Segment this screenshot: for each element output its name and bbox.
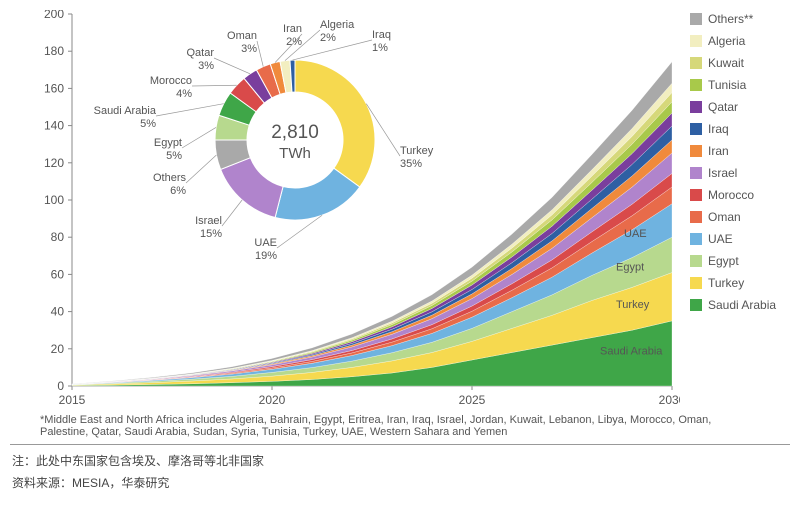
svg-text:3%: 3%: [198, 60, 214, 72]
svg-text:TWh: TWh: [279, 145, 311, 162]
legend-item: Saudi Arabia: [690, 298, 790, 312]
svg-text:Israel: Israel: [195, 215, 222, 227]
svg-text:Saudi Arabia: Saudi Arabia: [600, 345, 663, 357]
svg-text:160: 160: [44, 81, 64, 95]
legend-item: UAE: [690, 232, 790, 246]
svg-text:100: 100: [44, 193, 64, 207]
legend-label: Iran: [708, 144, 729, 158]
svg-text:140: 140: [44, 119, 64, 133]
stacked-area-chart: 0 20 40 60 80 100 120 140 160 180 200 2015 2020 2025 2…: [40, 10, 680, 410]
svg-text:Oman: Oman: [227, 30, 257, 42]
svg-text:4%: 4%: [176, 88, 192, 100]
divider: [10, 444, 790, 445]
legend-item: Morocco: [690, 188, 790, 202]
svg-text:Morocco: Morocco: [150, 75, 192, 87]
legend-label: Algeria: [708, 34, 745, 48]
legend-item: Qatar: [690, 100, 790, 114]
legend-label: Turkey: [708, 276, 744, 290]
svg-text:20: 20: [51, 342, 65, 356]
legend-item: Algeria: [690, 34, 790, 48]
svg-text:UAE: UAE: [254, 237, 277, 249]
legend-swatch: [690, 233, 702, 245]
legend-item: Turkey: [690, 276, 790, 290]
svg-text:2025: 2025: [459, 393, 486, 407]
legend-item: Israel: [690, 166, 790, 180]
svg-text:5%: 5%: [140, 118, 156, 130]
svg-text:UAE: UAE: [624, 228, 647, 240]
svg-text:2%: 2%: [286, 36, 302, 48]
legend-label: Others**: [708, 12, 753, 26]
legend: Others** Algeria Kuwait Tunisia Qatar Iraq Ira…: [690, 12, 790, 320]
legend-swatch: [690, 13, 702, 25]
legend-swatch: [690, 57, 702, 69]
svg-text:180: 180: [44, 44, 64, 58]
svg-text:15%: 15%: [200, 228, 222, 240]
legend-label: Qatar: [708, 100, 738, 114]
legend-label: Saudi Arabia: [708, 298, 776, 312]
svg-text:2,810: 2,810: [271, 122, 319, 143]
svg-text:Qatar: Qatar: [186, 47, 214, 59]
svg-text:80: 80: [51, 230, 65, 244]
legend-label: Tunisia: [708, 78, 746, 92]
svg-text:Saudi Arabia: Saudi Arabia: [94, 105, 157, 117]
svg-text:40: 40: [51, 305, 65, 319]
legend-label: Israel: [708, 166, 737, 180]
svg-text:Turkey: Turkey: [400, 145, 434, 157]
svg-text:1%: 1%: [372, 42, 388, 54]
legend-label: UAE: [708, 232, 733, 246]
svg-text:120: 120: [44, 156, 64, 170]
chinese-note-1: 注：此处中东国家包含埃及、摩洛哥等北非国家: [12, 452, 264, 469]
svg-text:Iran: Iran: [283, 23, 302, 35]
svg-text:2020: 2020: [259, 393, 286, 407]
legend-item: Iraq: [690, 122, 790, 136]
svg-text:200: 200: [44, 10, 64, 21]
legend-swatch: [690, 79, 702, 91]
svg-text:6%: 6%: [170, 185, 186, 197]
legend-label: Iraq: [708, 122, 729, 136]
legend-swatch: [690, 255, 702, 267]
legend-label: Egypt: [708, 254, 739, 268]
legend-item: Oman: [690, 210, 790, 224]
legend-swatch: [690, 299, 702, 311]
footnote: *Middle East and North Africa includes A…: [40, 414, 760, 438]
svg-text:5%: 5%: [166, 150, 182, 162]
svg-text:2%: 2%: [320, 32, 336, 44]
svg-text:Turkey: Turkey: [616, 299, 650, 311]
svg-text:3%: 3%: [241, 43, 257, 55]
svg-text:Egypt: Egypt: [154, 137, 182, 149]
svg-text:0: 0: [57, 379, 64, 393]
legend-item: Kuwait: [690, 56, 790, 70]
legend-swatch: [690, 189, 702, 201]
svg-text:2030: 2030: [659, 393, 680, 407]
svg-text:Egypt: Egypt: [616, 262, 644, 274]
legend-swatch: [690, 145, 702, 157]
legend-label: Oman: [708, 210, 741, 224]
svg-text:35%: 35%: [400, 158, 422, 170]
svg-text:Algeria: Algeria: [320, 19, 355, 31]
legend-swatch: [690, 35, 702, 47]
legend-item: Tunisia: [690, 78, 790, 92]
legend-swatch: [690, 101, 702, 113]
legend-swatch: [690, 211, 702, 223]
chinese-note-2: 资料来源：MESIA，华泰研究: [12, 474, 169, 491]
legend-label: Morocco: [708, 188, 754, 202]
svg-text:19%: 19%: [255, 250, 277, 262]
legend-item: Egypt: [690, 254, 790, 268]
svg-text:Iraq: Iraq: [372, 29, 391, 41]
legend-swatch: [690, 123, 702, 135]
legend-swatch: [690, 167, 702, 179]
svg-text:Others: Others: [153, 172, 187, 184]
legend-item: Iran: [690, 144, 790, 158]
legend-swatch: [690, 277, 702, 289]
svg-text:60: 60: [51, 267, 65, 281]
legend-item: Others**: [690, 12, 790, 26]
legend-label: Kuwait: [708, 56, 744, 70]
svg-text:2015: 2015: [59, 393, 86, 407]
